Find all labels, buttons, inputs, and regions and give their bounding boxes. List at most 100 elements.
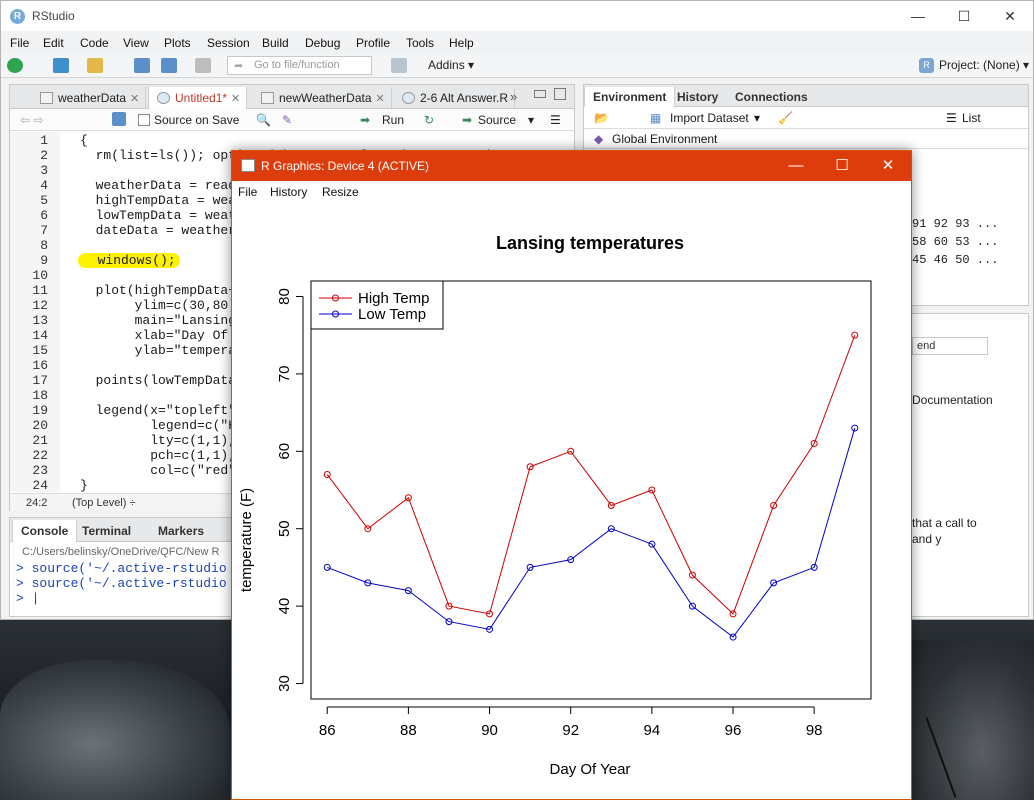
source-button[interactable]: Source — [478, 113, 517, 127]
grid-layout-icon[interactable] — [391, 58, 407, 73]
graphics-close-button[interactable]: ✕ — [881, 157, 895, 174]
import-dataset-button[interactable]: Import Dataset — [670, 111, 749, 125]
line-number: 24 — [32, 478, 48, 493]
tab-newweatherdata[interactable]: newWeatherData ✕ — [253, 87, 392, 109]
pane-maximize-icon[interactable] — [554, 88, 566, 100]
goto-file-input[interactable]: ➦ Go to file/function — [227, 56, 372, 75]
addins-label: Addins — [428, 58, 465, 72]
print-icon[interactable] — [195, 58, 211, 73]
global-environment-selector[interactable]: Global Environment — [612, 132, 718, 146]
run-arrow-icon[interactable]: ➡ — [360, 113, 371, 127]
code-line: points(lowTempData~ — [80, 373, 244, 388]
graphics-maximize-button[interactable]: ☐ — [835, 157, 849, 174]
y-tick-label: 40 — [276, 598, 293, 615]
code-line: ylab="temperat — [80, 343, 244, 358]
data-point-high — [445, 602, 453, 610]
menu-session[interactable]: Session — [207, 36, 250, 50]
tab-console[interactable]: Console — [12, 520, 78, 542]
tab-connections[interactable]: Connections — [735, 90, 808, 104]
tab-environment[interactable]: Environment — [584, 87, 676, 107]
maximize-button[interactable]: ☐ — [957, 8, 971, 24]
graphics-window-icon — [241, 159, 255, 172]
menu-file[interactable]: File — [10, 36, 30, 50]
addins-menu[interactable]: Addins ▾ — [428, 58, 475, 72]
data-point-high — [770, 501, 778, 509]
help-search-input[interactable]: end — [912, 337, 988, 355]
source-toolbar: ⇦ ⇨ Source on Save 🔍 ✎ ➡ Run ↻ ➡ Source … — [10, 109, 574, 131]
list-view-selector[interactable]: List — [962, 111, 981, 125]
close-tab-icon[interactable]: ✕ — [375, 93, 385, 105]
y-tick-label: 50 — [276, 520, 293, 537]
console-line: > source('~/.active-rstudio — [16, 561, 227, 576]
close-button[interactable]: ✕ — [1004, 8, 1016, 24]
graphics-menu-resize[interactable]: Resize — [322, 185, 359, 199]
broom-icon[interactable]: 🧹 — [778, 111, 793, 125]
menu-profile[interactable]: Profile — [356, 36, 391, 50]
graphics-menu-history[interactable]: History — [270, 185, 308, 199]
source-on-save-checkbox[interactable] — [138, 114, 150, 126]
env-row-values: 58 60 53 ... — [912, 235, 999, 249]
menu-build[interactable]: Build — [262, 36, 289, 50]
save-icon[interactable] — [134, 58, 150, 73]
tab-weatherdata[interactable]: weatherData ✕ — [32, 87, 147, 109]
project-icon: R — [919, 58, 934, 73]
line-number: 9 — [40, 253, 48, 268]
close-tab-icon[interactable]: ✕ — [130, 93, 140, 105]
list-view-icon[interactable]: ☰ — [946, 111, 957, 125]
env-row-values: 45 46 50 ... — [912, 253, 999, 267]
tab-untitled1[interactable]: Untitled1* ✕ — [148, 87, 248, 109]
back-icon[interactable]: ⇦ ⇨ — [20, 113, 44, 127]
scope-selector[interactable]: (Top Level) ÷ — [72, 497, 136, 509]
menu-tools[interactable]: Tools — [406, 36, 435, 50]
magic-wand-icon[interactable]: ✎ — [282, 113, 293, 127]
line-number: 23 — [32, 463, 48, 478]
tab-history[interactable]: History — [677, 90, 719, 104]
outline-icon[interactable]: ☰ — [550, 113, 561, 127]
line-number: 17 — [32, 373, 48, 388]
tab-2-6-alt-answer[interactable]: 2-6 Alt Answer.R — [394, 87, 516, 109]
cursor-position: 24:2 — [26, 497, 48, 509]
menu-debug[interactable]: Debug — [305, 36, 341, 50]
rerun-icon[interactable]: ↻ — [424, 113, 435, 127]
line-number: 4 — [40, 178, 48, 193]
close-tab-icon[interactable]: ✕ — [231, 93, 241, 105]
code-editor[interactable]: 1 2 3 4 5 6 7 8 9 10 11 12 13 14 15 16 17 18 19 20 21 22 23 24 … — [10, 132, 574, 493]
import-dropdown-icon[interactable]: ▾ — [754, 111, 761, 125]
pane-minimize-icon[interactable] — [534, 90, 546, 98]
code-line: } — [80, 478, 88, 493]
menu-edit[interactable]: Edit — [43, 36, 64, 50]
menu-view[interactable]: View — [123, 36, 149, 50]
open-file-icon[interactable] — [87, 58, 103, 73]
series-line-low — [327, 427, 856, 638]
line-gutter: 1 2 3 4 5 6 7 8 9 10 11 12 13 14 15 16 17 18 19 20 21 22 23 24 — [10, 132, 60, 493]
new-project-icon[interactable] — [53, 58, 69, 73]
menu-code[interactable]: Code — [80, 36, 109, 50]
save-all-icon[interactable] — [161, 58, 177, 73]
save-file-icon[interactable] — [112, 112, 126, 126]
source-dropdown-icon[interactable]: ▾ — [528, 113, 535, 127]
menu-plots[interactable]: Plots — [164, 36, 191, 50]
environment-tabs: Environment History Connections — [584, 85, 1028, 107]
source-tabs: weatherData ✕ Untitled1* ✕ newWeatherData ✕… — [10, 85, 574, 109]
graphics-menu-file[interactable]: File — [238, 185, 258, 199]
line-number: 15 — [32, 343, 48, 358]
line-number: 12 — [32, 298, 48, 313]
tabs-overflow-icon[interactable]: » — [510, 89, 518, 104]
project-menu[interactable]: Project: (None) ▾ — [939, 58, 1030, 72]
minimize-button[interactable]: — — [911, 8, 925, 24]
new-file-icon[interactable] — [7, 58, 23, 73]
source-arrow-icon[interactable]: ➡ — [462, 113, 473, 127]
console-prompt[interactable]: > | — [16, 591, 40, 606]
legend-box — [310, 280, 444, 330]
project-label: Project: (None) — [939, 58, 1020, 72]
x-tick-label: 96 — [725, 722, 742, 739]
menu-help[interactable]: Help — [449, 36, 474, 50]
tab-markers[interactable]: Markers — [158, 524, 205, 538]
graphics-minimize-button[interactable]: — — [788, 157, 804, 174]
data-point-high — [851, 331, 859, 339]
line-number: 3 — [40, 163, 48, 178]
open-folder-icon[interactable]: 📂 — [594, 111, 609, 125]
run-button[interactable]: Run — [382, 113, 405, 127]
tab-terminal[interactable]: Terminal — [82, 524, 132, 538]
search-icon[interactable]: 🔍 — [256, 113, 271, 127]
